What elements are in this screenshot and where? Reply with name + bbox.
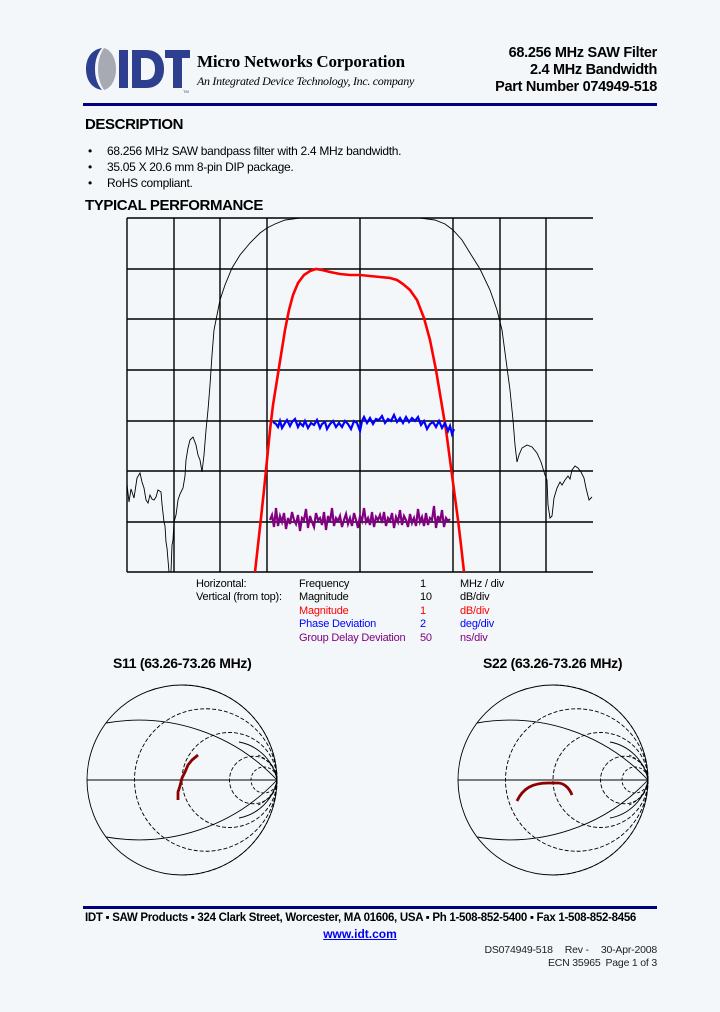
legend-quantity: Magnitude <box>299 591 349 604</box>
performance-heading: TYPICAL PERFORMANCE <box>85 197 263 214</box>
legend-quantity: Magnitude <box>299 604 349 617</box>
phase-deviation-trace <box>272 412 456 438</box>
footer-divider <box>83 906 657 909</box>
group-delay-trace <box>268 505 451 532</box>
ecn-number: ECN 35965 <box>548 956 601 969</box>
legend-unit: dB/div <box>460 591 490 604</box>
legend-value: 2 <box>420 618 426 631</box>
description-bullet: 35.05 X 20.6 mm 8-pin DIP package. <box>88 159 401 175</box>
legend-quantity: Group Delay Deviation <box>299 631 406 644</box>
page-number: Page 1 of 3 <box>605 956 657 969</box>
document-info: DS074949-518 Rev - 30-Apr-2008 ECN 35965 Pa… <box>484 944 657 969</box>
product-title: 68.256 MHz SAW Filter <box>508 45 658 61</box>
chart-grid <box>126 217 593 573</box>
idt-logo: TM <box>86 44 190 94</box>
header-divider <box>83 103 657 106</box>
doc-date: 30-Apr-2008 <box>600 944 657 956</box>
product-title-block: 68.256 MHz SAW Filter 2.4 MHz Bandwidth … <box>495 45 657 96</box>
smith-chart-s22 <box>457 684 649 876</box>
revision: Rev - <box>564 944 589 956</box>
idt-logo-icon: TM <box>86 48 190 94</box>
s22-trace <box>515 781 574 802</box>
company-tagline: An Integrated Device Technology, Inc. co… <box>197 74 414 88</box>
legend-value: 1 <box>420 578 426 590</box>
description-list: 68.256 MHz SAW bandpass filter with 2.4 … <box>88 143 401 191</box>
s22-title: S22 (63.26-73.26 MHz) <box>483 655 623 671</box>
s11-trace <box>176 753 199 800</box>
doc-number: DS074949-518 <box>484 944 553 956</box>
legend-value: 1 <box>420 604 426 617</box>
part-number: Part Number 074949-518 <box>495 79 657 95</box>
legend-value: 50 <box>420 631 432 644</box>
description-bullet: 68.256 MHz SAW bandpass filter with 2.4 … <box>88 143 401 159</box>
magnitude-1db-trace <box>253 267 466 572</box>
company-name: Micro Networks Corporation <box>197 52 405 71</box>
legend-unit: MHz / div <box>460 578 505 590</box>
bandwidth-title: 2.4 MHz Bandwidth <box>529 62 657 78</box>
website-link[interactable]: www.idt.com <box>323 927 397 941</box>
svg-text:TM: TM <box>183 89 189 94</box>
description-bullet: RoHS compliant. <box>88 175 401 191</box>
legend-unit: ns/div <box>460 631 488 644</box>
legend-unit: deg/div <box>460 618 495 631</box>
legend-label: Horizontal: <box>196 578 247 590</box>
description-heading: DESCRIPTION <box>85 116 184 133</box>
legend-value: 10 <box>420 591 432 604</box>
legend-unit: dB/div <box>460 604 490 617</box>
magnitude-10db-trace <box>127 218 593 572</box>
smith-chart-s11 <box>86 684 278 876</box>
footer-address: IDT ▪ SAW Products ▪ 324 Clark Street, W… <box>85 912 637 924</box>
s11-title: S11 (63.26-73.26 MHz) <box>113 655 252 671</box>
legend-quantity: Phase Deviation <box>299 618 377 631</box>
legend-label: Vertical (from top): <box>196 591 282 604</box>
legend-quantity: Frequency <box>299 578 350 590</box>
